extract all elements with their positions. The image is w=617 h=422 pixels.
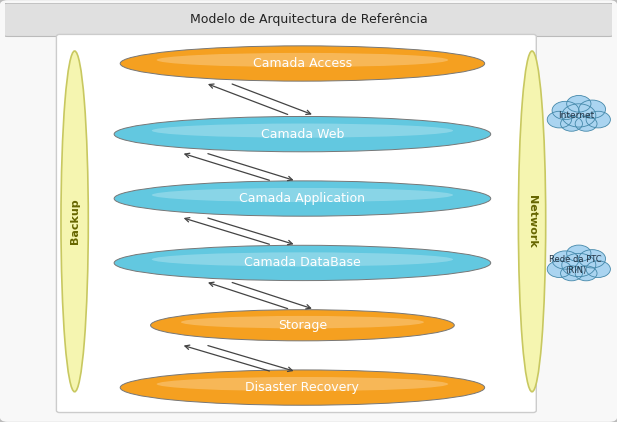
Circle shape — [561, 116, 582, 131]
Circle shape — [575, 116, 597, 131]
Ellipse shape — [152, 124, 453, 138]
Text: Camada DataBase: Camada DataBase — [244, 257, 361, 269]
Ellipse shape — [157, 377, 448, 391]
Ellipse shape — [61, 51, 88, 392]
Text: Network: Network — [527, 195, 537, 248]
Ellipse shape — [114, 116, 491, 152]
Circle shape — [561, 266, 582, 281]
Circle shape — [566, 95, 591, 112]
Text: Storage: Storage — [278, 319, 327, 332]
Circle shape — [579, 250, 605, 268]
Text: Camada Web: Camada Web — [261, 127, 344, 141]
Circle shape — [562, 253, 596, 277]
Text: Camada Access: Camada Access — [253, 57, 352, 70]
Circle shape — [586, 111, 610, 128]
Circle shape — [579, 100, 605, 118]
FancyBboxPatch shape — [56, 35, 536, 413]
Circle shape — [547, 261, 571, 278]
Ellipse shape — [518, 51, 545, 392]
Circle shape — [575, 266, 597, 281]
Ellipse shape — [157, 53, 448, 67]
Ellipse shape — [120, 46, 485, 81]
Circle shape — [552, 101, 579, 119]
Circle shape — [552, 251, 579, 269]
Text: Backup: Backup — [70, 199, 80, 244]
Ellipse shape — [120, 370, 485, 405]
Ellipse shape — [152, 188, 453, 202]
Text: Internet: Internet — [558, 111, 594, 120]
Text: Camada Application: Camada Application — [239, 192, 365, 205]
Circle shape — [566, 245, 591, 262]
Circle shape — [547, 111, 571, 128]
Text: Rede da PTC
(RIN): Rede da PTC (RIN) — [550, 255, 602, 275]
Circle shape — [586, 261, 610, 278]
Ellipse shape — [181, 316, 424, 328]
Circle shape — [562, 104, 596, 127]
Ellipse shape — [152, 252, 453, 266]
Ellipse shape — [114, 245, 491, 281]
Ellipse shape — [114, 181, 491, 216]
Ellipse shape — [151, 310, 454, 341]
Text: Disaster Recovery: Disaster Recovery — [246, 381, 359, 394]
Text: Modelo de Arquitectura de Referência: Modelo de Arquitectura de Referência — [189, 14, 428, 26]
FancyBboxPatch shape — [2, 3, 615, 36]
